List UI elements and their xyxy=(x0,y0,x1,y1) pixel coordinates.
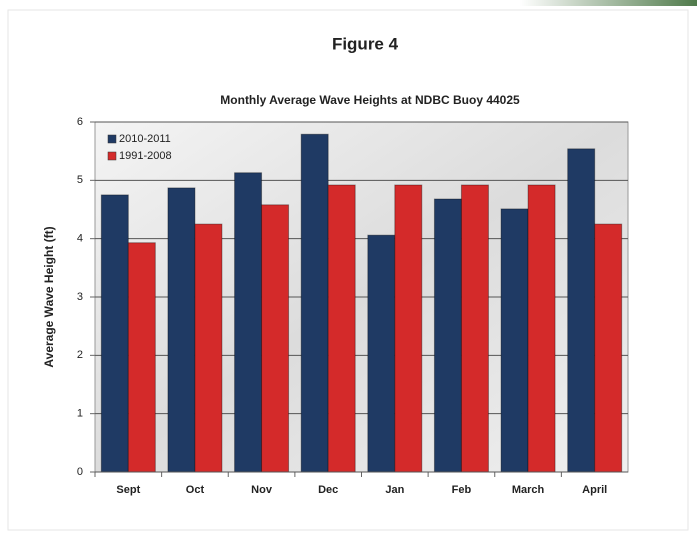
bar xyxy=(300,133,329,473)
x-tick-label: Nov xyxy=(251,484,273,496)
legend-label: 1991-2008 xyxy=(119,150,172,162)
y-tick-label: 0 xyxy=(77,466,83,478)
bar xyxy=(367,234,396,473)
legend-swatch xyxy=(107,134,117,144)
bar xyxy=(527,184,556,473)
bar xyxy=(234,172,263,473)
y-tick-label: 6 xyxy=(77,116,83,128)
bar xyxy=(460,184,489,473)
figure-label: Figure 4 xyxy=(332,34,399,53)
frame xyxy=(7,9,689,531)
x-tick-label: April xyxy=(582,484,607,496)
bar xyxy=(167,187,196,473)
bar xyxy=(127,242,156,473)
x-tick-label: Dec xyxy=(318,484,338,496)
chart: 0 1 2 3 4 5 6 Sept Oct Nov Dec Jan Feb March April 2010… xyxy=(77,116,628,496)
bar xyxy=(567,148,596,473)
y-tick-label: 1 xyxy=(77,408,83,420)
y-axis-label: Average Wave Height (ft) xyxy=(42,226,56,367)
y-tick-label: 5 xyxy=(77,174,83,186)
bar xyxy=(327,184,356,473)
bar xyxy=(100,194,129,473)
x-tick-label: Oct xyxy=(186,484,205,496)
y-tick-label: 2 xyxy=(77,349,83,361)
y-tick-label: 3 xyxy=(77,291,83,303)
legend-swatch xyxy=(107,151,117,161)
bar xyxy=(500,208,529,473)
x-tick-label: Sept xyxy=(116,484,140,496)
decoration xyxy=(520,0,697,6)
y-tick-label: 4 xyxy=(77,233,83,245)
bar xyxy=(433,198,462,473)
bar xyxy=(394,184,423,473)
x-tick-label: Jan xyxy=(385,484,404,496)
x-tick-label: Feb xyxy=(452,484,472,496)
x-tick-label: March xyxy=(512,484,545,496)
bar xyxy=(594,223,623,473)
legend-label: 2010-2011 xyxy=(119,133,171,145)
bar xyxy=(194,223,223,473)
chart-title: Monthly Average Wave Heights at NDBC Buo… xyxy=(220,93,520,107)
bar xyxy=(261,204,290,473)
